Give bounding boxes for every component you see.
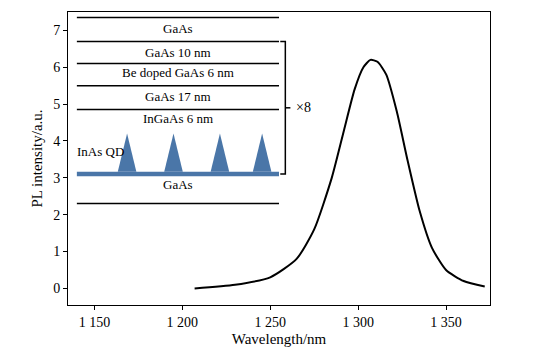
svg-text:1: 1 bbox=[53, 244, 60, 259]
svg-text:GaAs 17 nm: GaAs 17 nm bbox=[145, 89, 211, 104]
svg-text:Be doped GaAs 6 nm: Be doped GaAs 6 nm bbox=[122, 65, 234, 80]
svg-text:Wavelength/nm: Wavelength/nm bbox=[232, 331, 327, 347]
svg-text:1 150: 1 150 bbox=[79, 315, 111, 330]
svg-text:5: 5 bbox=[53, 97, 60, 112]
svg-text:6: 6 bbox=[53, 60, 60, 75]
svg-text:GaAs 10 nm: GaAs 10 nm bbox=[145, 45, 211, 60]
svg-text:3: 3 bbox=[53, 171, 60, 186]
svg-text:1 350: 1 350 bbox=[430, 315, 462, 330]
svg-text:GaAs: GaAs bbox=[163, 21, 193, 36]
svg-text:1 300: 1 300 bbox=[342, 315, 374, 330]
svg-text:GaAs: GaAs bbox=[163, 177, 193, 192]
svg-text:4: 4 bbox=[53, 134, 60, 149]
svg-text:1 250: 1 250 bbox=[254, 315, 286, 330]
svg-text:2: 2 bbox=[53, 208, 60, 223]
svg-text:PL intensity/a.u.: PL intensity/a.u. bbox=[29, 109, 45, 207]
svg-text:7: 7 bbox=[53, 23, 60, 38]
svg-text:InGaAs 6 nm: InGaAs 6 nm bbox=[143, 111, 213, 126]
svg-text:0: 0 bbox=[53, 281, 60, 296]
svg-text:InAs QD: InAs QD bbox=[77, 144, 124, 159]
svg-text:1 200: 1 200 bbox=[167, 315, 199, 330]
svg-text:×8: ×8 bbox=[296, 100, 311, 115]
